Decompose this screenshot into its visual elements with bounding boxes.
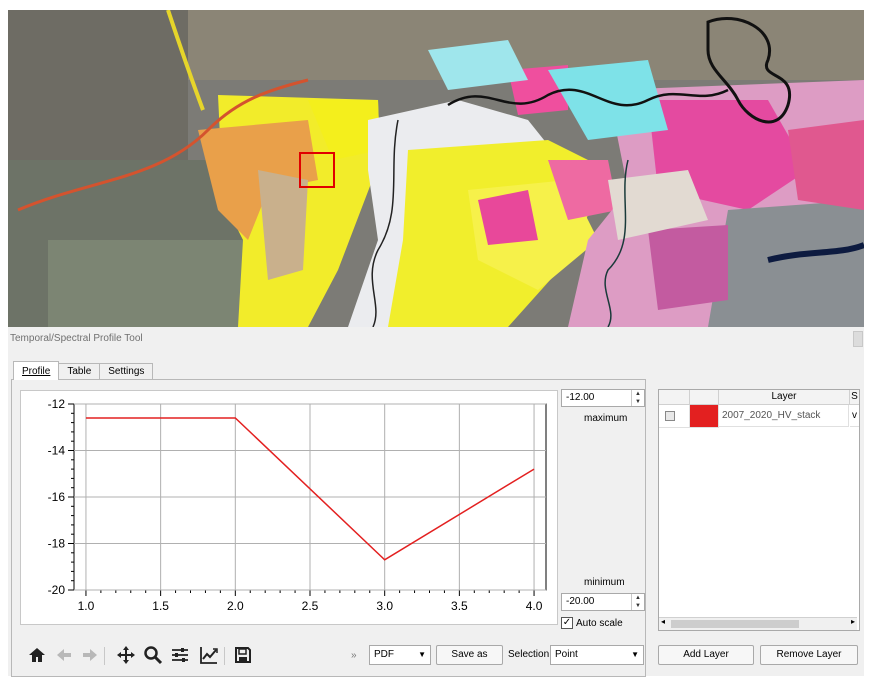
x-tick-label: 4.0 [526,599,543,613]
scroll-left-icon[interactable]: ◂ [661,617,666,626]
layers-table: Layer S 2007_2020_HV_stack v ◂ ▸ [658,389,860,631]
x-tick-label: 1.0 [78,599,95,613]
table-horizontal-scrollbar[interactable]: ◂ ▸ [659,617,857,630]
home-icon[interactable] [27,645,47,665]
x-tick-label: 1.5 [152,599,169,613]
auto-scale-label: Auto scale [576,618,623,629]
profile-chart: 1.0 1.5 2.0 2.5 3.0 3.5 4.0 -12 -14 -16 -18 -20 [48,397,547,613]
selection-label: Selection [508,649,550,660]
pan-icon[interactable] [116,645,136,665]
format-select[interactable]: PDF ▼ [369,645,431,665]
min-scale-spinbox[interactable]: -20.00 ▲ ▼ [561,593,645,611]
row-s-value[interactable]: v [850,405,859,427]
y-tick-label: -20 [48,583,66,597]
max-scale-label: maximum [584,413,628,424]
spin-arrows-icon[interactable]: ▲ ▼ [631,390,644,406]
auto-scale-checkbox[interactable]: ✓ [561,617,573,629]
series-line [85,417,535,561]
y-tick-label: -18 [48,537,66,551]
zoom-icon[interactable] [143,645,163,665]
min-scale-value: -20.00 [566,596,595,607]
x-tick-label: 2.0 [227,599,244,613]
remove-layer-button[interactable]: Remove Layer [760,645,858,665]
add-layer-button[interactable]: Add Layer [658,645,754,665]
min-scale-label: minimum [584,577,625,588]
max-scale-spinbox[interactable]: -12.00 ▲ ▼ [561,389,645,407]
row-checkbox[interactable] [665,411,675,421]
scroll-thumb[interactable] [671,620,799,628]
profile-plot[interactable]: 1.0 1.5 2.0 2.5 3.0 3.5 4.0 -12 -14 -16 -18 -20 [20,390,558,625]
profile-tool-panel: Temporal/Spectral Profile Tool Profile T… [8,327,864,677]
selection-value: Point [555,649,578,660]
panel-title: Temporal/Spectral Profile Tool [10,333,143,344]
y-tick-label: -12 [48,397,66,411]
x-tick-label: 3.5 [451,599,468,613]
y-tick-label: -14 [48,444,66,458]
row-color-swatch[interactable] [690,405,719,428]
toolbar-separator [224,647,225,665]
forward-arrow-icon[interactable] [80,645,100,665]
selection-select[interactable]: Point ▼ [550,645,644,665]
row-layer-name[interactable]: 2007_2020_HV_stack [719,405,849,427]
configure-subplots-icon[interactable] [170,645,190,665]
table-header-color[interactable] [690,390,719,405]
tab-table[interactable]: Table [58,363,101,380]
scroll-right-icon[interactable]: ▸ [850,617,855,626]
y-tick-label: -16 [48,490,66,504]
toolbar-separator [104,647,105,665]
x-tick-label: 2.5 [302,599,319,613]
chevron-down-icon: ▼ [631,650,639,659]
tab-settings[interactable]: Settings [99,363,154,380]
tab-bar: Profile Table Settings [13,361,154,380]
format-value: PDF [374,649,394,660]
table-row[interactable] [659,405,690,428]
table-header-check[interactable] [659,390,690,405]
chevron-down-icon: ▼ [418,650,426,659]
tab-profile[interactable]: Profile [13,361,60,380]
spin-arrows-icon[interactable]: ▲ ▼ [631,594,644,610]
max-scale-value: -12.00 [566,392,595,403]
save-icon[interactable] [233,645,253,665]
back-arrow-icon[interactable] [54,645,74,665]
table-header-layer[interactable]: Layer [719,390,850,405]
table-header-s[interactable]: S [850,390,859,405]
toolbar-overflow[interactable]: » [351,650,357,661]
map-canvas[interactable] [8,10,864,327]
save-as-button[interactable]: Save as [436,645,503,665]
x-tick-label: 3.0 [376,599,393,613]
selection-box [299,152,335,188]
satellite-image [8,10,864,327]
edit-axis-icon[interactable] [199,645,219,665]
panel-scrollbar[interactable] [853,331,863,347]
